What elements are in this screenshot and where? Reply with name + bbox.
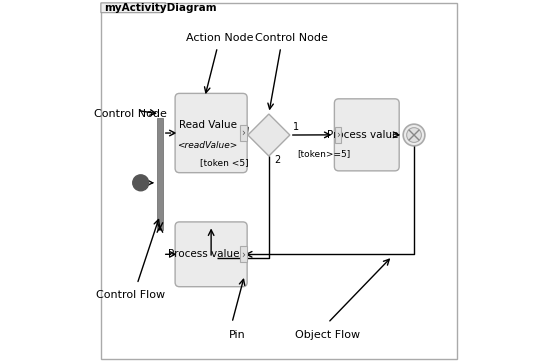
- Text: myActivityDiagram: myActivityDiagram: [104, 3, 217, 13]
- Text: Process value: Process value: [328, 130, 399, 140]
- FancyBboxPatch shape: [334, 99, 399, 171]
- Text: 1: 1: [294, 122, 300, 132]
- FancyBboxPatch shape: [175, 93, 247, 173]
- Text: <readValue>: <readValue>: [177, 140, 238, 150]
- Text: Object Flow: Object Flow: [295, 330, 360, 340]
- Text: 2: 2: [274, 155, 280, 165]
- Text: [token>=5]: [token>=5]: [297, 150, 350, 158]
- FancyBboxPatch shape: [157, 118, 163, 230]
- Circle shape: [403, 124, 425, 146]
- Text: [token <5]: [token <5]: [200, 158, 249, 167]
- Text: Pin: Pin: [229, 330, 246, 340]
- FancyBboxPatch shape: [175, 222, 247, 287]
- FancyBboxPatch shape: [240, 125, 247, 141]
- Text: Read Value: Read Value: [179, 119, 237, 130]
- Text: ›: ›: [242, 249, 246, 259]
- Text: Action Node: Action Node: [185, 33, 253, 43]
- Text: Control Node: Control Node: [94, 109, 167, 119]
- Text: ›: ›: [336, 130, 340, 140]
- Polygon shape: [248, 114, 290, 156]
- FancyBboxPatch shape: [240, 246, 247, 262]
- Text: Control Node: Control Node: [255, 33, 328, 43]
- Text: Process value1: Process value1: [169, 249, 247, 259]
- Text: Control Flow: Control Flow: [96, 290, 165, 300]
- FancyBboxPatch shape: [335, 127, 341, 143]
- FancyBboxPatch shape: [101, 3, 457, 359]
- Polygon shape: [101, 3, 166, 13]
- Text: ›: ›: [242, 128, 246, 138]
- Circle shape: [133, 175, 148, 191]
- Circle shape: [407, 128, 421, 142]
